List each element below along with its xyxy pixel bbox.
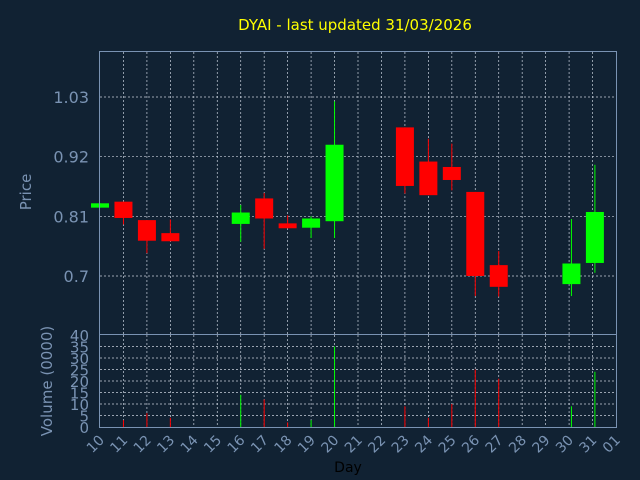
volume-bars — [122, 346, 596, 427]
x-tick-label: 16 — [225, 432, 249, 456]
x-tick-label: 15 — [201, 433, 225, 457]
x-tick-label: 11 — [107, 433, 131, 457]
candle-body — [302, 218, 321, 228]
price-tick-label: 0.92 — [53, 148, 89, 167]
volume-tick-label: 5 — [79, 408, 89, 426]
volume-tick-label: 30 — [70, 350, 89, 368]
volume-tick-label: 35 — [70, 339, 89, 357]
x-tick-label: 14 — [178, 432, 202, 456]
candle-body — [137, 220, 156, 241]
price-tick-label: 0.81 — [53, 207, 89, 226]
price-ticks: 1.03 0.92 0.81 0.7 — [53, 88, 89, 286]
x-tick-label: 29 — [530, 433, 554, 457]
candle-body — [278, 223, 297, 229]
candle-body — [466, 191, 485, 276]
x-tick-label: 26 — [459, 432, 483, 456]
x-tick-label: 23 — [389, 433, 413, 457]
candle-body — [489, 265, 508, 287]
volume-tick-label: 20 — [70, 373, 89, 391]
price-tick-label: 0.7 — [64, 267, 89, 286]
candle-body — [442, 166, 461, 180]
x-tick-label: 17 — [248, 433, 272, 457]
candle-body — [255, 198, 274, 219]
volume-panel-frame — [99, 334, 617, 428]
candle-body — [161, 233, 180, 242]
price-tick-label: 1.03 — [53, 88, 89, 107]
volume-tick-label: 10 — [70, 396, 89, 414]
x-tick-label: 28 — [506, 433, 530, 457]
x-tick-label: 25 — [436, 433, 460, 457]
chart-title: DYAI - last updated 31/03/2026 — [238, 16, 472, 34]
x-tick-label: 24 — [412, 432, 436, 456]
x-tick-label: 30 — [553, 433, 577, 457]
x-axis-ticks: 10 11 12 13 14 15 16 17 18 19 20 21 22 23 24 25 26 27 28 29… — [84, 432, 624, 456]
candle-body — [562, 263, 581, 285]
candle-body — [325, 144, 344, 222]
candle-body — [585, 211, 604, 263]
x-tick-label: 27 — [483, 433, 507, 457]
x-tick-label: 01 — [600, 433, 624, 457]
volume-axis-label: Volume (0000) — [38, 326, 56, 436]
volume-grid — [100, 335, 616, 427]
x-tick-label: 22 — [365, 433, 389, 457]
x-tick-label: 12 — [131, 433, 155, 457]
x-tick-label: 13 — [154, 433, 178, 457]
candle-body — [114, 201, 133, 218]
volume-tick-label: 15 — [70, 385, 89, 403]
x-tick-label: 19 — [295, 433, 319, 457]
volume-tick-label: 40 — [70, 327, 89, 345]
x-tick-label: 18 — [272, 433, 296, 457]
y-axis-label: Price — [17, 174, 35, 211]
price-grid — [100, 52, 616, 334]
price-candles — [91, 101, 604, 297]
price-panel: 1.03 0.92 0.81 0.7 — [53, 51, 617, 335]
candle-body — [231, 212, 250, 224]
volume-tick-label: 25 — [70, 362, 89, 380]
x-tick-label: 20 — [318, 433, 342, 457]
candle-body — [419, 161, 438, 196]
volume-tick-label: 0 — [79, 419, 89, 437]
x-tick-label: 21 — [342, 433, 366, 457]
x-axis-label: Day — [334, 460, 362, 476]
candle-body — [395, 127, 414, 186]
x-tick-label: 31 — [576, 433, 600, 457]
